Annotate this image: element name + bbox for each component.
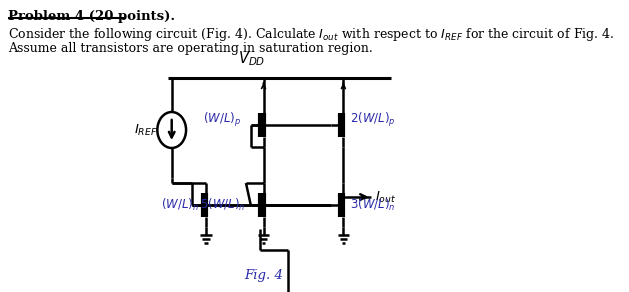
Text: Assume all transistors are operating in saturation region.: Assume all transistors are operating in … xyxy=(8,42,373,55)
Text: Problem 4 (20 points).: Problem 4 (20 points). xyxy=(8,10,175,23)
Text: Fig. 4: Fig. 4 xyxy=(244,269,283,281)
Text: $2(W/L)_p$: $2(W/L)_p$ xyxy=(350,111,396,129)
Text: $(W/L)_p$: $(W/L)_p$ xyxy=(203,111,241,129)
Text: $I_{REF}$: $I_{REF}$ xyxy=(134,122,157,138)
Text: $3(W/L)_n$: $3(W/L)_n$ xyxy=(350,197,396,213)
Text: $(W/L)_n$: $(W/L)_n$ xyxy=(160,197,199,213)
Text: Consider the following circuit (Fig. 4). Calculate $I_{out}$ with respect to $I_: Consider the following circuit (Fig. 4).… xyxy=(8,26,615,43)
Text: $I_{out}$: $I_{out}$ xyxy=(376,190,397,205)
Text: $V_{DD}$: $V_{DD}$ xyxy=(238,49,265,68)
Text: $5(W/L)_n$: $5(W/L)_n$ xyxy=(201,197,246,213)
